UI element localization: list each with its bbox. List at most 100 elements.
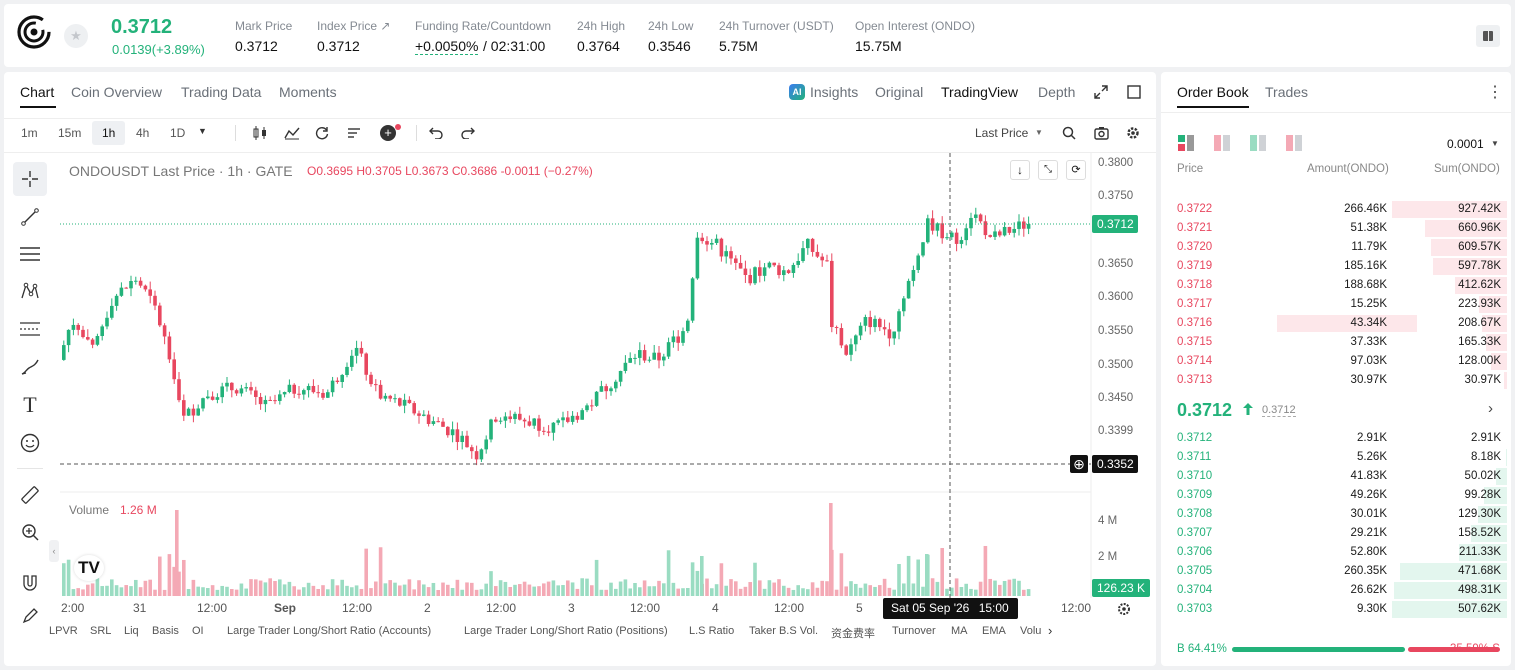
magnet-tool-icon[interactable] <box>13 566 47 600</box>
emoji-tool-icon[interactable] <box>13 426 47 460</box>
book-depth-icon[interactable] <box>1286 135 1302 151</box>
ruler-tool-icon[interactable] <box>13 478 47 512</box>
expand-icon[interactable] <box>1094 85 1108 99</box>
replay-icon[interactable] <box>315 126 329 140</box>
tab-chart[interactable]: Chart <box>20 84 55 100</box>
chevron-right-icon[interactable]: › <box>1048 623 1053 638</box>
indicator-ls-ratio[interactable]: L.S Ratio <box>689 625 735 637</box>
bid-row[interactable]: 0.3706 52.80K 211.33K <box>1167 543 1507 562</box>
text-tool-icon[interactable]: T <box>23 392 37 417</box>
tf-15m[interactable]: 15m <box>58 126 82 140</box>
camera-icon[interactable] <box>1094 126 1109 140</box>
indicator-oi[interactable]: OI <box>192 625 204 637</box>
bid-row[interactable]: 0.3710 41.83K 50.02K <box>1167 467 1507 486</box>
pencil-lock-tool-icon[interactable] <box>13 604 47 628</box>
horizontal-lines-tool-icon[interactable] <box>13 237 47 271</box>
book-buys-icon[interactable] <box>1250 135 1266 151</box>
add-indicator-icon[interactable]: + <box>380 125 396 141</box>
indicator-ema[interactable]: EMA <box>982 625 1006 637</box>
book-sells-icon[interactable] <box>1214 135 1230 151</box>
indicator-large-trader-accounts[interactable]: Large Trader Long/Short Ratio (Accounts) <box>227 625 432 637</box>
indicator-lpvr[interactable]: LPVR <box>49 625 78 637</box>
ask-row[interactable]: 0.3717 15.25K 223.93K <box>1167 295 1507 314</box>
tab-order-book[interactable]: Order Book <box>1177 84 1249 100</box>
chevron-right-icon[interactable]: › <box>1488 400 1493 417</box>
ask-row[interactable]: 0.3720 11.79K 609.57K <box>1167 238 1507 257</box>
exchange-logo[interactable] <box>16 14 52 50</box>
fib-tool-icon[interactable] <box>13 312 47 346</box>
book-both-icon[interactable] <box>1178 135 1194 151</box>
ask-row[interactable]: 0.3715 37.33K 165.33K <box>1167 333 1507 352</box>
view-depth[interactable]: Depth <box>1038 84 1076 100</box>
undo-icon[interactable] <box>429 127 443 139</box>
ask-row[interactable]: 0.3713 30.97K 30.97K <box>1167 371 1507 390</box>
search-icon[interactable] <box>1062 126 1076 140</box>
bid-row[interactable]: 0.3704 26.62K 498.31K <box>1167 581 1507 600</box>
collapse-toolbar-icon[interactable]: ‹ <box>49 540 59 562</box>
funding-rate-value[interactable]: +0.0050% <box>415 38 479 55</box>
favorite-star-icon[interactable]: ★ <box>64 24 88 48</box>
view-original[interactable]: Original <box>875 84 924 100</box>
redo-icon[interactable] <box>461 127 475 139</box>
indicator-large-trader-positions[interactable]: Large Trader Long/Short Ratio (Positions… <box>464 625 668 637</box>
ask-row[interactable]: 0.3722 266.46K 927.42K <box>1167 200 1507 219</box>
chevron-down-icon[interactable]: ▼ <box>1035 128 1043 137</box>
indicator-ma[interactable]: MA <box>951 625 968 637</box>
add-alert-icon[interactable]: ⊕ <box>1070 455 1088 473</box>
tab-coin-overview[interactable]: Coin Overview <box>71 84 163 100</box>
book-icon[interactable] <box>1476 25 1500 47</box>
collapse-icon[interactable]: ⤡ <box>1038 160 1058 180</box>
indicators-icon[interactable] <box>284 126 300 140</box>
tf-1d[interactable]: 1D <box>170 126 186 140</box>
brush-tool-icon[interactable] <box>13 350 47 384</box>
tf-1m[interactable]: 1m <box>21 126 38 140</box>
trend-line-tool-icon[interactable] <box>13 200 47 234</box>
indicator-funding-rate[interactable]: 资金费率 <box>831 628 875 640</box>
bid-row[interactable]: 0.3705 260.35K 471.68K <box>1167 562 1507 581</box>
price-type-select[interactable]: Last Price <box>975 126 1029 140</box>
indicator-liq[interactable]: Liq <box>124 625 139 637</box>
index-price-label[interactable]: Index Price ↗ <box>317 19 391 33</box>
view-tradingview[interactable]: TradingView <box>941 84 1019 100</box>
indicator-basis[interactable]: Basis <box>152 625 179 637</box>
ask-row[interactable]: 0.3716 43.34K 208.67K <box>1167 314 1507 333</box>
ai-insights-icon[interactable]: AI <box>789 84 805 100</box>
chevron-down-icon[interactable]: ▼ <box>1491 139 1499 148</box>
bid-row[interactable]: 0.3707 29.21K 158.52K <box>1167 524 1507 543</box>
ask-row[interactable]: 0.3721 51.38K 660.96K <box>1167 219 1507 238</box>
mid-mark-price[interactable]: 0.3712 <box>1262 404 1296 417</box>
tab-moments[interactable]: Moments <box>279 84 337 100</box>
tab-trading-data[interactable]: Trading Data <box>181 84 262 100</box>
candlestick-chart[interactable] <box>0 0 1160 640</box>
tf-1h[interactable]: 1h <box>92 121 126 145</box>
indicator-taker-vol[interactable]: Taker B.S Vol. <box>749 625 819 637</box>
bid-row[interactable]: 0.3703 9.30K 507.62K <box>1167 600 1507 619</box>
zoom-in-tool-icon[interactable] <box>13 515 47 549</box>
ask-row[interactable]: 0.3719 185.16K 597.78K <box>1167 257 1507 276</box>
bid-row[interactable]: 0.3712 2.91K 2.91K <box>1167 429 1507 448</box>
chart-settings-icon[interactable] <box>1117 602 1131 616</box>
view-insights[interactable]: Insights <box>810 84 859 100</box>
ask-row[interactable]: 0.3718 188.68K 412.62K <box>1167 276 1507 295</box>
templates-icon[interactable] <box>347 127 361 139</box>
bid-row[interactable]: 0.3708 30.01K 129.30K <box>1167 505 1507 524</box>
tab-trades[interactable]: Trades <box>1265 84 1309 100</box>
bid-row[interactable]: 0.3711 5.26K 8.18K <box>1167 448 1507 467</box>
precision-select[interactable]: 0.0001 <box>1447 137 1484 151</box>
tradingview-logo[interactable]: TV <box>74 555 104 581</box>
indicator-volume[interactable]: Volu <box>1020 625 1042 637</box>
indicator-srl[interactable]: SRL <box>90 625 112 637</box>
candle-type-icon[interactable] <box>252 126 268 140</box>
indicator-turnover[interactable]: Turnover <box>892 625 936 637</box>
scroll-down-icon[interactable]: ↓ <box>1010 160 1030 180</box>
ask-row[interactable]: 0.3714 97.03K 128.00K <box>1167 352 1507 371</box>
pattern-tool-icon[interactable] <box>13 274 47 308</box>
more-options-icon[interactable]: ⋮ <box>1487 84 1503 101</box>
refresh-icon[interactable]: ⟳ <box>1066 160 1086 180</box>
tf-4h[interactable]: 4h <box>136 126 150 140</box>
gear-icon[interactable] <box>1126 126 1140 140</box>
crosshair-tool-icon[interactable] <box>13 162 47 196</box>
tf-dropdown-icon[interactable]: ▼ <box>198 126 207 136</box>
window-icon[interactable] <box>1127 85 1141 99</box>
bid-row[interactable]: 0.3709 49.26K 99.28K <box>1167 486 1507 505</box>
